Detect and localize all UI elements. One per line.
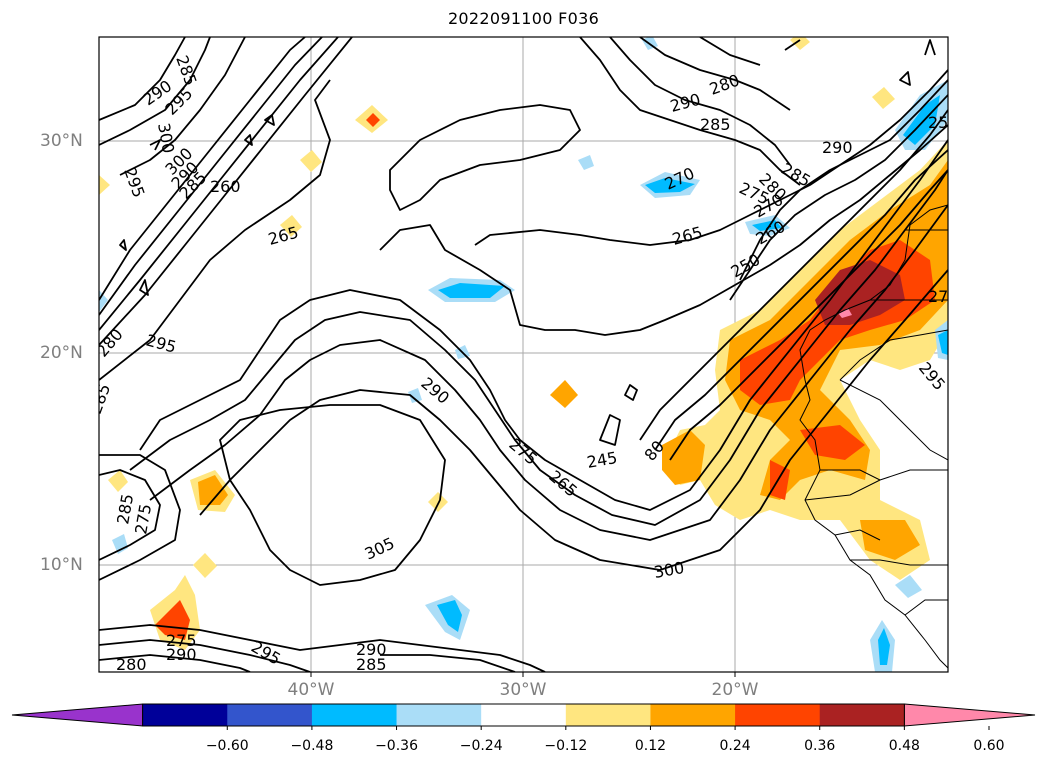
lat-label-10n: 10°N [40, 555, 83, 575]
colorbar-tick-label: −0.24 [459, 738, 503, 754]
lon-label-40w: 40°W [287, 680, 335, 700]
shading-guinea [860, 520, 920, 560]
colorbar-tick-label: 0.12 [634, 738, 667, 754]
map-title: 2022091100 F036 [447, 9, 600, 28]
shading-sahara-darkred [815, 260, 905, 325]
colorbar-tick-label: 0.48 [888, 738, 920, 754]
axis-ticks [310, 672, 736, 677]
svg-text:275: 275 [166, 631, 197, 650]
shading-westafrica [800, 425, 865, 460]
colorbar-tick-label: −0.60 [205, 738, 249, 754]
lat-label-30n: 30°N [40, 131, 83, 151]
svg-text:290: 290 [822, 138, 853, 157]
svg-text:285: 285 [356, 655, 387, 674]
colorbar-tick-label: −0.12 [544, 738, 588, 754]
svg-text:27: 27 [928, 287, 948, 306]
colorbar-tick-label: −0.36 [375, 738, 418, 754]
contour-labels: 285 290 295 300 295 300 290 285 260 265 … [99, 53, 948, 674]
svg-text:25: 25 [928, 113, 948, 132]
svg-text:260: 260 [210, 177, 241, 196]
lat-label-20n: 20°N [40, 343, 83, 363]
colorbar-tick-label: 0.24 [719, 738, 751, 754]
lon-label-30w: 30°W [499, 680, 547, 700]
contour-lines [99, 37, 948, 672]
colorbar-tick-label: 0.60 [973, 738, 1005, 754]
colorbar-tick-label: −0.48 [290, 738, 334, 754]
lon-label-20w: 20°W [711, 680, 759, 700]
colorbar-tick-label: 0.36 [804, 738, 836, 754]
svg-text:290: 290 [166, 645, 197, 664]
shading-positive [99, 37, 948, 650]
svg-text:285: 285 [700, 115, 731, 134]
svg-text:280: 280 [116, 655, 147, 674]
svg-text:290: 290 [356, 640, 387, 659]
